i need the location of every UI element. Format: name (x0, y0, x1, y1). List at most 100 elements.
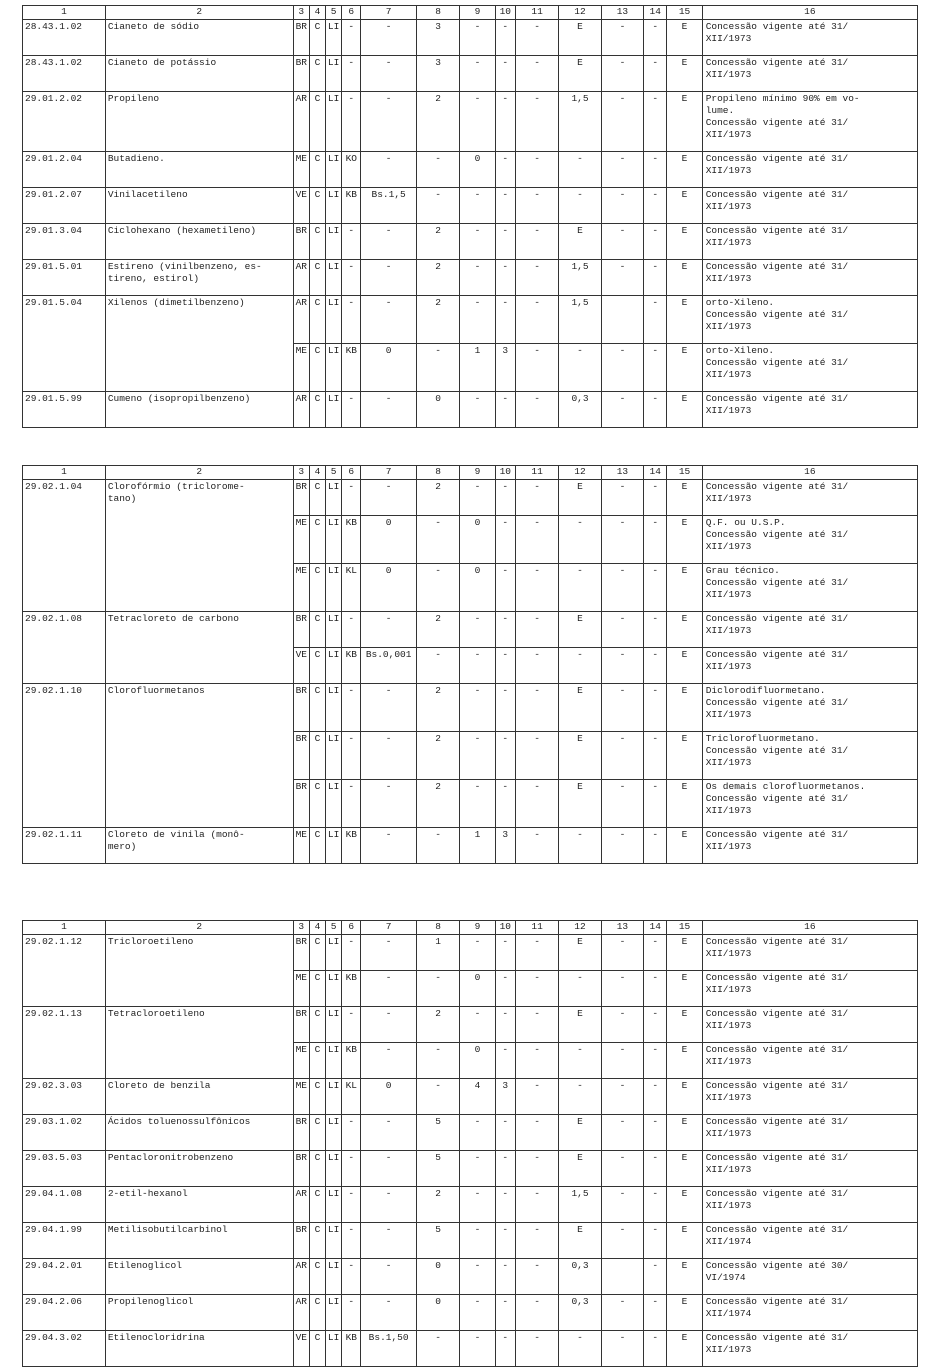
cell-col-14: - (643, 1042, 668, 1079)
cell-col-13: - (600, 970, 645, 1007)
tariff-code: 29.01.2.07 (22, 187, 106, 224)
product-name: Tetracloroetileno (104, 1006, 294, 1079)
cell-col-5: LI (325, 391, 343, 428)
cell-col-6: - (341, 19, 362, 56)
cell-col-15: E (666, 1150, 703, 1187)
tariff-code: 29.01.2.04 (22, 151, 106, 188)
observation-note: Concessão vigente até 31/ XII/1973 (701, 1150, 919, 1187)
cell-col-13: - (600, 259, 645, 296)
cell-col-10: - (494, 19, 516, 56)
column-header-4: 4 (308, 5, 327, 20)
cell-col-15: E (666, 1222, 703, 1259)
cell-col-7: - (360, 295, 417, 344)
cell-col-5: LI (325, 1114, 343, 1151)
cell-col-5: LI (325, 223, 343, 260)
cell-col-13: - (600, 1006, 645, 1043)
cell-col-15: E (666, 1258, 703, 1295)
cell-col-12: - (558, 515, 602, 564)
cell-col-8: 2 (415, 479, 461, 516)
cell-col-12: - (558, 1330, 602, 1367)
column-header-11: 11 (514, 465, 560, 480)
cell-col-8: 2 (415, 91, 461, 152)
column-header-16: 16 (701, 920, 919, 935)
tariff-code: 29.04.1.99 (22, 1222, 106, 1259)
cell-col-5: LI (325, 934, 343, 971)
observation-note: Concessão vigente até 31/ XII/1973 (701, 647, 919, 684)
cell-col-10: 3 (494, 343, 516, 392)
cell-col-11: - (514, 779, 560, 828)
cell-col-3: ME (292, 151, 310, 188)
column-header-1: 1 (22, 465, 106, 480)
cell-col-5: LI (325, 1186, 343, 1223)
cell-col-12: - (558, 827, 602, 864)
cell-col-8: 2 (415, 779, 461, 828)
cell-col-13: - (600, 515, 645, 564)
cell-col-10: 3 (494, 1078, 516, 1115)
cell-col-12: - (558, 1042, 602, 1079)
cell-col-7: - (360, 1258, 417, 1295)
column-header-9: 9 (459, 920, 496, 935)
observation-note: Concessão vigente até 31/ XII/1973 (701, 934, 919, 971)
cell-col-11: - (514, 1186, 560, 1223)
cell-col-11: - (514, 1258, 560, 1295)
cell-col-7: - (360, 91, 417, 152)
cell-col-14: - (643, 91, 668, 152)
cell-col-4: C (308, 19, 327, 56)
cell-col-14: - (643, 1186, 668, 1223)
cell-col-6: - (341, 91, 362, 152)
cell-col-6: - (341, 391, 362, 428)
cell-col-6: - (341, 479, 362, 516)
table-row: 29.01.2.02 Propileno AR C LI - -2- - -1,5- - E Prop… (22, 91, 919, 152)
cell-col-10: - (494, 1150, 516, 1187)
cell-col-12: E (558, 55, 602, 92)
header-row: 1 2 3 4 5 6 7 8 9 10 11 12 13 14 15 16 (22, 5, 919, 20)
cell-col-9: 0 (459, 515, 496, 564)
cell-col-7: - (360, 611, 417, 648)
cell-col-11: - (514, 343, 560, 392)
cell-col-3: BR (292, 1150, 310, 1187)
cell-col-6: - (341, 1294, 362, 1331)
cell-col-9: - (459, 1294, 496, 1331)
cell-col-3: BR (292, 611, 310, 648)
cell-col-6: KB (341, 647, 362, 684)
cell-col-12: - (558, 970, 602, 1007)
product-name: Cumeno (isopropilbenzeno) (104, 391, 294, 428)
cell-col-8: - (415, 1330, 461, 1367)
cell-col-9: - (459, 611, 496, 648)
cell-col-14: - (643, 55, 668, 92)
cell-col-3: BR (292, 479, 310, 516)
cell-col-12: 1,5 (558, 1186, 602, 1223)
cell-col-3: BR (292, 223, 310, 260)
cell-col-5: LI (325, 19, 343, 56)
column-header-1: 1 (22, 5, 106, 20)
cell-col-4: C (308, 683, 327, 732)
cell-col-10: - (494, 1330, 516, 1367)
cell-col-4: C (308, 611, 327, 648)
tariff-code: 29.04.2.01 (22, 1258, 106, 1295)
cell-col-12: - (558, 151, 602, 188)
cell-col-12: 1,5 (558, 295, 602, 344)
column-header-15: 15 (666, 920, 703, 935)
column-header-4: 4 (308, 920, 327, 935)
tariff-code: 29.02.1.10 (22, 683, 106, 828)
table-row: 29.01.5.99 Cumeno (isopropilbenzeno) AR C LI… (22, 391, 919, 428)
product-name: Cloreto de benzila (104, 1078, 294, 1115)
table-row: 29.04.1.08 2-etil-hexanol AR C LI - -2- - -1,5- -… (22, 1186, 919, 1223)
cell-col-14: - (643, 934, 668, 971)
cell-col-6: - (341, 1222, 362, 1259)
cell-col-5: LI (325, 683, 343, 732)
cell-col-13: - (600, 779, 645, 828)
cell-col-6: KB (341, 515, 362, 564)
cell-col-9: - (459, 55, 496, 92)
cell-col-14: - (643, 827, 668, 864)
column-header-11: 11 (514, 920, 560, 935)
cell-col-14: - (643, 19, 668, 56)
cell-col-5: LI (325, 1006, 343, 1043)
table-row: 28.43.1.02 Cianeto de potássio BR C LI - -3- - -… (22, 55, 919, 92)
cell-col-10: - (494, 934, 516, 971)
cell-col-4: C (308, 1114, 327, 1151)
cell-col-3: VE (292, 1330, 310, 1367)
cell-col-14: - (643, 1330, 668, 1367)
cell-col-9: - (459, 683, 496, 732)
cell-col-11: - (514, 223, 560, 260)
